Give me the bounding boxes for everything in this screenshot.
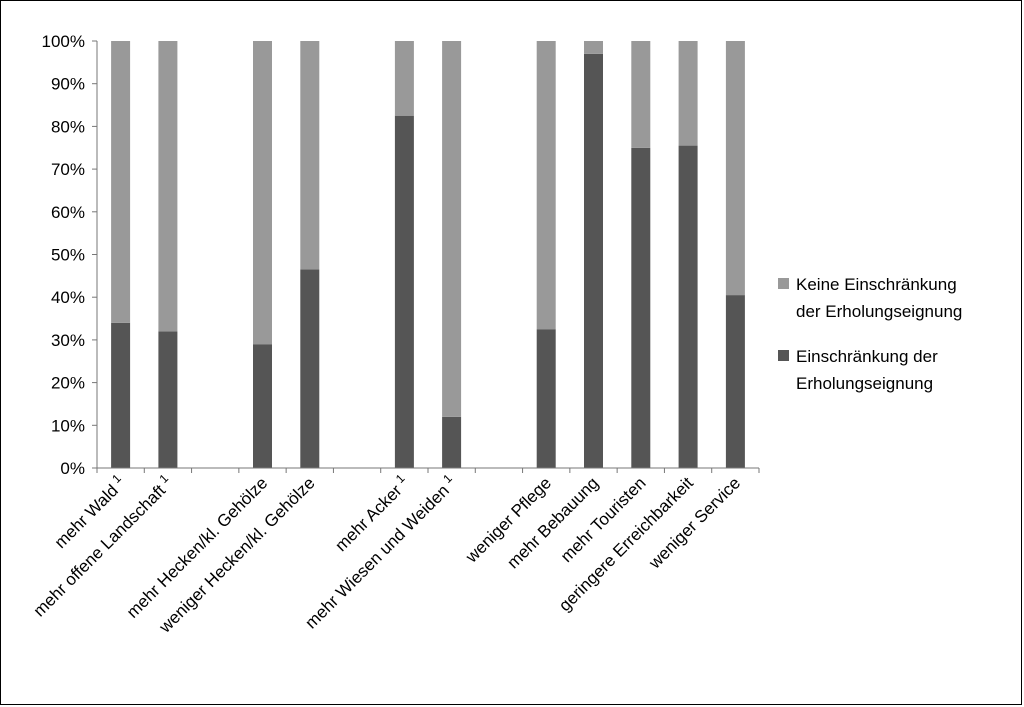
bar-segment-unrestricted-10	[584, 41, 603, 54]
bar-segment-restricted-7	[442, 416, 462, 468]
y-tick-label: 10%	[51, 416, 85, 435]
bar-segment-restricted-0	[111, 322, 131, 468]
y-tick-label: 70%	[51, 160, 85, 179]
bar-segment-unrestricted-11	[631, 41, 651, 148]
bar-segment-restricted-3	[253, 344, 272, 468]
legend-label: Einschränkung der	[796, 347, 938, 366]
bar-segment-restricted-6	[394, 115, 414, 468]
y-tick-labels: 0% 10% 20% 30% 40% 50% 60% 70% 80% 90% 100%	[42, 32, 85, 478]
y-tick-label: 60%	[51, 203, 85, 222]
y-tick-label: 40%	[51, 288, 85, 307]
y-tick-label: 0%	[60, 459, 85, 478]
bar-segment-unrestricted-3	[253, 41, 272, 345]
bar-segment-unrestricted-9	[536, 41, 556, 330]
bars-layer	[111, 41, 745, 469]
bar-segment-unrestricted-0	[111, 41, 131, 323]
legend-swatch	[778, 278, 789, 289]
y-tick-label: 50%	[51, 246, 85, 265]
y-tick-label: 30%	[51, 331, 85, 350]
bar-segment-restricted-9	[536, 329, 556, 468]
bar-segment-restricted-1	[158, 331, 178, 468]
axes-layer	[92, 40, 760, 473]
legend-label: Keine Einschränkung	[796, 275, 957, 294]
y-tick-label: 90%	[51, 75, 85, 94]
legend-label: der Erholungseignung	[796, 302, 962, 321]
bar-segment-restricted-12	[678, 145, 698, 468]
bar-segment-restricted-13	[725, 295, 745, 468]
bar-segment-restricted-4	[300, 269, 320, 468]
bar-segment-unrestricted-12	[678, 41, 698, 146]
legend-label: Erholungseignung	[796, 374, 933, 393]
bar-segment-unrestricted-6	[394, 41, 414, 116]
y-tick-label: 20%	[51, 374, 85, 393]
x-category-label: mehr Touristen	[557, 473, 650, 566]
bar-segment-unrestricted-1	[158, 41, 178, 332]
bar-segment-unrestricted-4	[300, 41, 320, 270]
bar-segment-restricted-11	[631, 147, 651, 469]
legend-swatch	[778, 350, 789, 361]
y-tick-label: 80%	[51, 117, 85, 136]
legend: Keine Einschränkung der Erholungseignung E…	[778, 275, 962, 393]
bar-segment-unrestricted-13	[725, 41, 745, 296]
bar-segment-restricted-10	[584, 53, 603, 469]
y-tick-label: 100%	[42, 32, 85, 51]
bar-segment-unrestricted-7	[442, 41, 462, 417]
